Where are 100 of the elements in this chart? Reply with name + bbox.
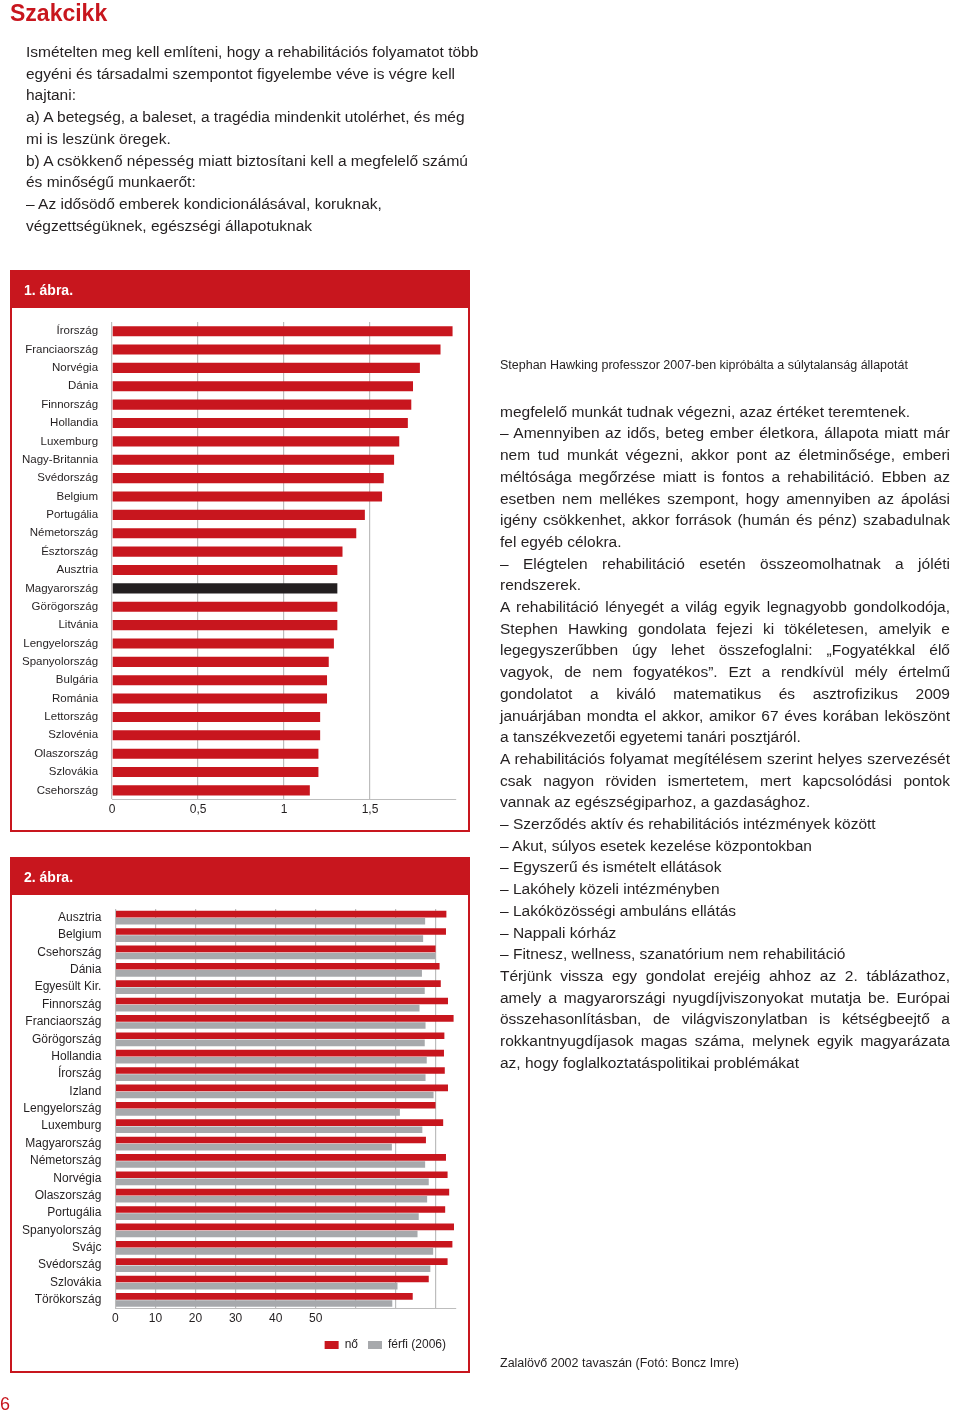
bar (115, 1091, 434, 1099)
text: – Lakóhely közeli intézményben (500, 879, 721, 900)
bar (115, 1119, 444, 1126)
text: megfelelő munkát tudnak végezni, azaz értéket teremtenek. (500, 401, 912, 422)
bar (112, 638, 334, 649)
text: Ismételten meg kell említeni, hogy a rehabilitációs folyamatot több egyéni és társadalmi szempontot figyelembe véve is végre kell hajtani: (25, 42, 480, 106)
bar (115, 1143, 392, 1151)
y-tick-label: Belgium (58, 927, 102, 942)
y-tick-label: Spanyolország (22, 655, 99, 667)
text: – Az idősödő emberek kondicionálásával, koruknak, végzettségüknek, egészségi állapotuknak (25, 193, 383, 236)
bar (115, 945, 436, 953)
bar (115, 910, 447, 918)
bar (115, 1248, 434, 1255)
bar (112, 656, 329, 667)
bar (115, 1109, 400, 1116)
x-tick-label: 40 (268, 1311, 283, 1326)
bar (112, 381, 414, 392)
x-tick-label: 10 (148, 1311, 163, 1326)
text: a) A betegség, a baleset, a tragédia mindenkit utolérhet, és még mi is leszünk öregek. (25, 107, 466, 149)
bar (115, 1154, 446, 1161)
bar (115, 1178, 429, 1186)
bar (112, 730, 321, 741)
bar (115, 952, 436, 960)
text: A rehabilitáció lényegét a világ egyik legnagyobb gondolkodója, Stephen Hawking gondolata fejezi ki tökéletesen, amelyik e legegyszerűbben úgy lehet összefoglalni: „Fogyatékkal élő vagyok, de nem fogyatékos”. Ezt a rendkívül mély értelmű gondolatot a kiváló matematikus és asztrofizikus 2009 januárjában mondta el akkor, amikor 67 éves korában leköszönt a tanszékvezetői egyetemi tanári posztjáról. (500, 597, 950, 748)
y-tick-label: Egyesült Kir. (34, 979, 102, 994)
bar (112, 417, 408, 429)
text: Szakcikk (10, 0, 109, 27)
y-tick-label: Bulgária (55, 673, 99, 686)
text: – Nappali kórház (500, 922, 618, 943)
bar (115, 980, 441, 987)
bar (115, 1022, 426, 1029)
y-tick-label: Portugália (47, 1205, 102, 1220)
bar (112, 454, 395, 465)
bar (115, 1067, 445, 1074)
bar (115, 1039, 425, 1047)
bar (115, 1056, 427, 1064)
y-tick-label: Lengyelország (23, 1101, 102, 1116)
bar (115, 1195, 428, 1203)
bar (115, 1206, 446, 1213)
bar (112, 564, 338, 576)
y-tick-label: Luxemburg (41, 1118, 102, 1133)
text: – Amennyiben az idős, beteg ember életkora, állapota miatt már nem tud munkát végezni, akkor pont az életminősége, emberi méltósága megőrzése miatt is fontos a rehabilitáció. Ebben az esetben nem mellékes szempont, hogy amennyiben az ápolási igény csökkenhet, akkor források (humán és pénz) szabadulnak fel egyéb célokra. (500, 423, 950, 552)
text: A rehabilitációs folyamat megítélésem szerint helyes szervezését csak nagyon röviden ismertetem, mert kapcsolódási pontok vannak az egészségiparhoz, a gazdasághoz. (500, 748, 950, 813)
bar (112, 748, 319, 759)
text: – Lakóközösségi ambuláns ellátás (500, 900, 738, 921)
y-tick-label: Szlovákia (50, 1274, 102, 1289)
y-tick-label: Észtország (41, 544, 99, 557)
bar (115, 1171, 448, 1179)
y-tick-label: Norvégia (53, 1170, 102, 1185)
y-tick-label: Csehország (37, 944, 102, 959)
y-tick-label: Norvégia (52, 361, 99, 374)
bar (112, 436, 400, 447)
bar (115, 1004, 420, 1012)
bar (115, 1188, 450, 1196)
bar (112, 473, 384, 484)
text: b) A csökkenő népesség miatt biztosítani kell a megfelelő számú és minőségű munkaerőt: (25, 150, 469, 193)
y-tick-label: Finnország (42, 996, 102, 1011)
bar (115, 1161, 426, 1168)
bar (115, 1223, 454, 1231)
y-tick-label: Törökország (34, 1292, 102, 1307)
y-tick-label: Spanyolország (21, 1222, 102, 1237)
bar (115, 928, 446, 935)
bar (112, 344, 441, 355)
y-tick-label: Görögország (31, 599, 99, 612)
bar (112, 620, 338, 631)
text: Stephan Hawking professzor 2007-ben kipróbálta a súlytalanság állapotát (500, 357, 909, 374)
bar (115, 1049, 444, 1057)
bar (115, 1240, 453, 1248)
y-tick-label: Litvánia (58, 618, 99, 631)
bar (112, 528, 357, 539)
y-tick-label: Belgium (56, 489, 99, 502)
bar (115, 1293, 413, 1300)
bar (115, 1074, 426, 1081)
bar (112, 693, 328, 704)
text: Zalalövő 2002 tavaszán (Fotó: Boncz Imre) (500, 1355, 740, 1373)
y-tick-label: Svájc (72, 1240, 102, 1255)
bar (115, 1084, 448, 1092)
bar (115, 1136, 426, 1144)
bar (115, 1015, 454, 1022)
x-tick-label: 0,5 (189, 802, 207, 817)
y-tick-label: Hollandia (50, 416, 99, 429)
text: – Fitnesz, wellness, szanatórium nem rehabilitáció (500, 944, 847, 965)
bar (115, 1032, 445, 1040)
x-tick-label: 20 (188, 1311, 203, 1326)
bar (112, 326, 453, 337)
y-tick-label: Ausztria (56, 563, 99, 576)
y-tick-label: Románia (52, 691, 99, 704)
y-tick-label: Magyarország (25, 1135, 102, 1150)
bar (112, 675, 328, 686)
y-tick-label: Magyarország (25, 581, 99, 594)
bar (115, 1126, 423, 1134)
bar (115, 1265, 431, 1272)
y-tick-label: Luxemburg (40, 434, 99, 447)
x-tick-label: 0 (112, 1311, 120, 1326)
text: Térjünk vissza egy gondolat erejéig ahhoz az 2. táblázathoz, amely a magyarországi nyugdíjviszonyokat mutatja be. Európai összehasonlításban, de világviszonylatban is kétségbeejtő a rokkantnyugdíjasok magas száma, melynek egyik magyarázata az, hogy foglalkoztatáspolitikai problémákat (500, 966, 950, 1073)
bar (112, 711, 321, 722)
text: – Szerződés aktív és rehabilitációs intézmények között (500, 814, 877, 835)
y-tick-label: Németország (30, 1153, 102, 1168)
text: 6 (0, 1394, 11, 1416)
legend-label: nő (344, 1337, 359, 1352)
